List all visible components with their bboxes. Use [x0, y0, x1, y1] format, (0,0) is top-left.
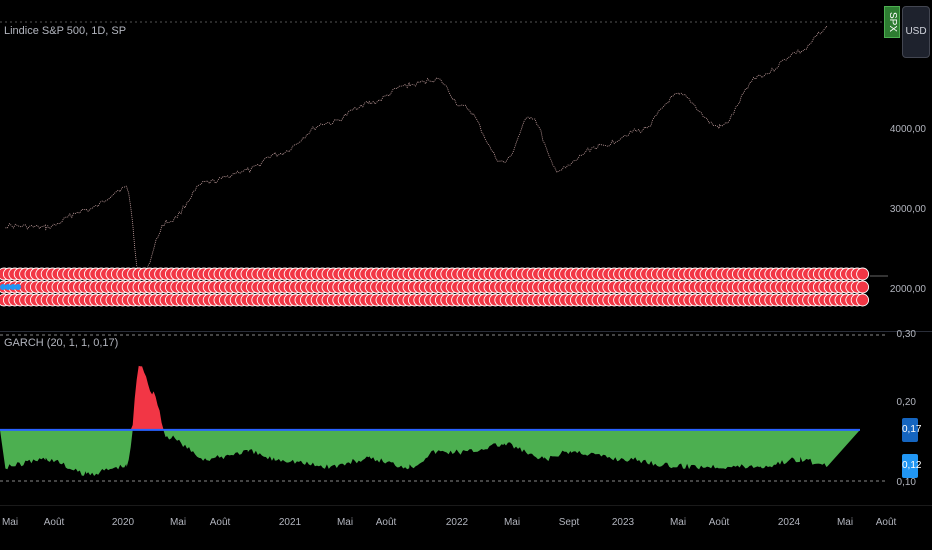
current-value-badge: 0,12	[902, 454, 921, 479]
price-series-line	[5, 25, 828, 279]
time-axis-label: Mai	[669, 517, 687, 528]
time-axis-label: Mai	[169, 517, 187, 528]
garch-indicator-pane[interactable]	[0, 334, 888, 494]
time-axis-label: Sept	[558, 517, 580, 528]
signal-marker-band[interactable]	[0, 266, 870, 308]
time-axis-label: Août	[209, 517, 231, 528]
time-axis-label: Août	[43, 517, 65, 528]
time-axis-border	[0, 505, 932, 506]
price-chart-pane[interactable]: Lindice S&P 500, 1D, SP	[0, 0, 900, 330]
time-axis-label: Mai	[1, 517, 19, 528]
pane-separator[interactable]	[0, 331, 932, 332]
time-axis-label: 2023	[611, 517, 635, 528]
time-axis-label: Mai	[336, 517, 354, 528]
signal-marker-alt	[5, 284, 11, 290]
time-axis-label: Août	[375, 517, 397, 528]
indicator-axis-label: 0,20	[896, 397, 916, 408]
time-axis-label: Août	[708, 517, 730, 528]
above-threshold-area	[0, 365, 860, 430]
price-axis-label: 4000,00	[889, 124, 926, 135]
signal-marker	[856, 293, 870, 307]
threshold-value-badge: 0,17	[902, 417, 921, 442]
indicator-axis-label: 0,30	[896, 329, 916, 340]
time-axis-label: 2021	[278, 517, 302, 528]
time-axis-label: 2022	[445, 517, 469, 528]
time-axis-label: Mai	[836, 517, 854, 528]
price-axis-label: 2000,00	[889, 284, 926, 295]
signal-marker-alt	[15, 284, 21, 290]
symbol-badge[interactable]: SPX	[884, 6, 900, 38]
indicator-title: GARCH (20, 1, 1, 0,17)	[4, 337, 119, 349]
garch-chart[interactable]	[0, 334, 888, 494]
signal-marker	[856, 280, 870, 294]
signal-marker-alt	[10, 284, 16, 290]
time-axis-label: 2024	[777, 517, 801, 528]
signal-marker-alt	[0, 284, 6, 290]
currency-button[interactable]: USD	[902, 6, 930, 58]
indicator-axis-label: 0,10	[896, 477, 916, 488]
time-axis-label: Mai	[503, 517, 521, 528]
signal-marker	[856, 267, 870, 281]
below-threshold-area	[0, 429, 860, 476]
chart-title: Lindice S&P 500, 1D, SP	[4, 25, 127, 37]
time-axis-label: 2020	[111, 517, 135, 528]
price-axis-label: 3000,00	[889, 204, 926, 215]
time-axis-label: Août	[875, 517, 897, 528]
